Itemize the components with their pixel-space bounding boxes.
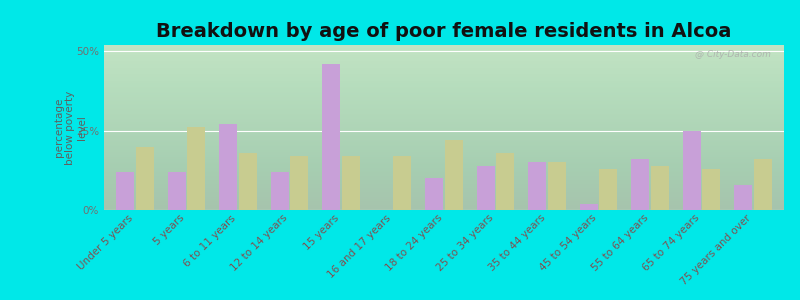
Bar (394, 156, 411, 210)
Bar (270, 172, 289, 210)
Bar (754, 159, 772, 210)
Bar (477, 166, 494, 210)
Bar (187, 128, 206, 210)
Title: Breakdown by age of poor female residents in Alcoa: Breakdown by age of poor female resident… (156, 22, 732, 41)
Bar (734, 184, 752, 210)
Bar (599, 169, 618, 210)
Bar (136, 146, 154, 210)
Bar (548, 162, 566, 210)
Bar (342, 156, 360, 210)
Bar (580, 204, 598, 210)
Bar (496, 153, 514, 210)
Y-axis label: percentage
below poverty
level: percentage below poverty level (54, 90, 87, 165)
Bar (290, 156, 308, 210)
Bar (702, 169, 720, 210)
Bar (168, 172, 186, 210)
Bar (322, 64, 340, 210)
Bar (682, 131, 701, 210)
Bar (219, 124, 237, 210)
Bar (528, 162, 546, 210)
Bar (445, 140, 463, 210)
Bar (631, 159, 650, 210)
Bar (116, 172, 134, 210)
Text: @ City-Data.com: @ City-Data.com (694, 50, 770, 59)
Bar (425, 178, 443, 210)
Bar (238, 153, 257, 210)
Bar (651, 166, 669, 210)
